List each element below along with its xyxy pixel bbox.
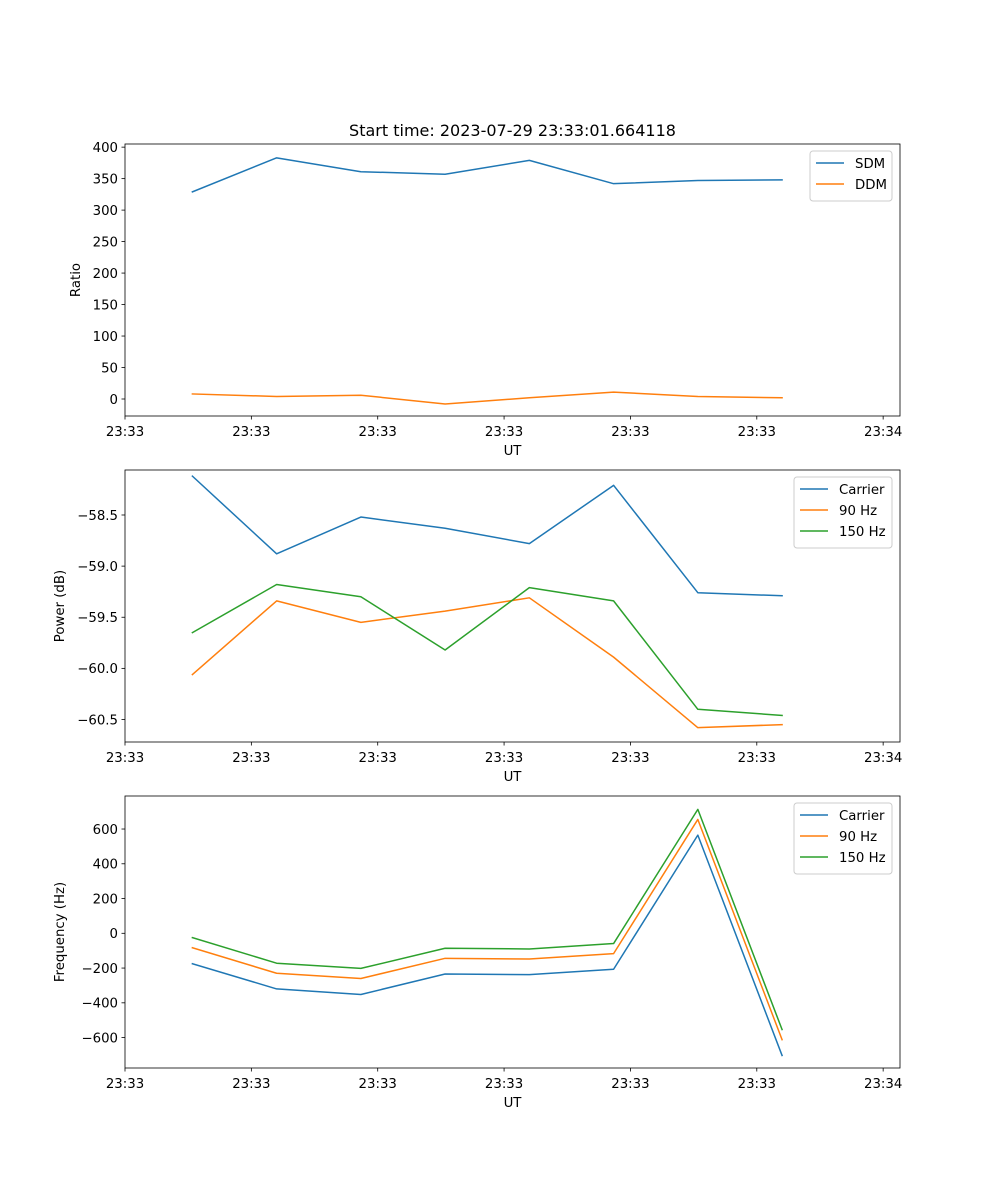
- ratio-x-tick-label: 23:33: [232, 425, 270, 440]
- power-series-90-hz-line: [191, 597, 783, 729]
- frequency-y-tick-label: −600: [81, 1031, 118, 1046]
- ratio-y-tick-label: 150: [93, 298, 118, 313]
- power-y-tick-label: −60.0: [77, 662, 118, 677]
- ratio-y-tick-label: 350: [93, 172, 118, 187]
- power-x-tick-label: 23:33: [485, 751, 523, 766]
- power-legend-label-150-hz: 150 Hz: [839, 525, 886, 540]
- ratio-legend-label-sdm: SDM: [855, 157, 885, 172]
- power-series-150-hz-line: [191, 583, 783, 717]
- frequency-y-axis-label: Frequency (Hz): [53, 882, 68, 982]
- ratio-series-ddm-line: [191, 391, 783, 405]
- frequency-x-tick-label: 23:33: [485, 1077, 523, 1092]
- ratio-legend: SDM DDM: [809, 150, 893, 202]
- power-x-tick-label: 23:34: [864, 751, 902, 766]
- ratio-y-tick-label: 400: [93, 141, 118, 156]
- ratio-axes-frame: [124, 143, 901, 417]
- power-legend-label-90-hz: 90 Hz: [839, 504, 877, 519]
- power-y-tick-label: −59.5: [77, 611, 118, 626]
- power-y-tick-label: −60.5: [77, 713, 118, 728]
- power-legend-label-carrier: Carrier: [839, 483, 885, 498]
- power-axes-frame: [124, 469, 901, 743]
- ratio-x-tick-label: 23:34: [864, 425, 902, 440]
- ratio-x-tick-label: 23:33: [611, 425, 649, 440]
- power-y-tick-label: −59.0: [77, 560, 118, 575]
- frequency-legend-label-150-hz: 150 Hz: [839, 851, 886, 866]
- frequency-x-tick-label: 23:34: [864, 1077, 902, 1092]
- frequency-legend: Carrier 90 Hz 150 Hz: [793, 802, 893, 875]
- power-x-tick-label: 23:33: [611, 751, 649, 766]
- frequency-axes-frame: [124, 795, 901, 1069]
- figure-title: Start time: 2023-07-29 23:33:01.664118: [349, 121, 676, 140]
- frequency-y-tick-label: 200: [93, 892, 118, 907]
- ratio-y-axis-label: Ratio: [69, 263, 84, 297]
- ratio-y-tick-label: 250: [93, 235, 118, 250]
- ratio-x-tick-label: 23:33: [359, 425, 397, 440]
- ratio-panel: 23:33 23:33 23:33 23:33 23:33 23:33 23:34 0 50 10…: [69, 141, 902, 459]
- frequency-series-90-hz-line: [191, 818, 784, 1041]
- ratio-y-tick-label: 200: [93, 267, 118, 282]
- power-y-axis-label: Power (dB): [53, 570, 68, 642]
- power-x-axis-label: UT: [504, 770, 523, 785]
- power-series-carrier-line: [191, 475, 783, 597]
- frequency-y-tick-label: 400: [93, 858, 118, 873]
- ratio-y-tick-label: 0: [110, 393, 118, 408]
- power-legend: Carrier 90 Hz 150 Hz: [793, 476, 893, 549]
- frequency-series-150-hz-line: [191, 808, 784, 1031]
- frequency-x-axis-label: UT: [504, 1096, 523, 1111]
- power-y-tick-label: −58.5: [77, 509, 118, 524]
- frequency-series-carrier-line: [191, 834, 784, 1057]
- frequency-x-tick-label: 23:33: [359, 1077, 397, 1092]
- power-x-tick-label: 23:33: [359, 751, 397, 766]
- frequency-y-tick-label: 600: [93, 823, 118, 838]
- ratio-series-sdm-line: [191, 157, 783, 193]
- frequency-x-tick-label: 23:33: [611, 1077, 649, 1092]
- frequency-x-tick-label: 23:33: [106, 1077, 144, 1092]
- frequency-legend-label-90-hz: 90 Hz: [839, 830, 877, 845]
- power-x-tick-label: 23:33: [738, 751, 776, 766]
- ratio-x-tick-label: 23:33: [485, 425, 523, 440]
- ratio-y-tick-label: 50: [101, 361, 118, 376]
- frequency-x-tick-label: 23:33: [232, 1077, 270, 1092]
- ratio-x-tick-label: 23:33: [106, 425, 144, 440]
- ratio-y-tick-label: 100: [93, 330, 118, 345]
- frequency-y-tick-label: −400: [81, 997, 118, 1012]
- ratio-x-axis-label: UT: [504, 444, 523, 459]
- power-x-tick-label: 23:33: [106, 751, 144, 766]
- power-panel: 23:33 23:33 23:33 23:33 23:33 23:33 23:34 −60.5…: [53, 469, 902, 785]
- ratio-legend-label-ddm: DDM: [855, 178, 887, 193]
- ratio-y-tick-label: 300: [93, 204, 118, 219]
- power-x-tick-label: 23:33: [232, 751, 270, 766]
- ratio-x-tick-label: 23:33: [738, 425, 776, 440]
- frequency-y-tick-label: 0: [110, 927, 118, 942]
- frequency-legend-label-carrier: Carrier: [839, 809, 885, 824]
- frequency-panel: 23:33 23:33 23:33 23:33 23:33 23:33 23:34 −600 −…: [53, 795, 902, 1111]
- frequency-x-tick-label: 23:33: [738, 1077, 776, 1092]
- frequency-y-tick-label: −200: [81, 962, 118, 977]
